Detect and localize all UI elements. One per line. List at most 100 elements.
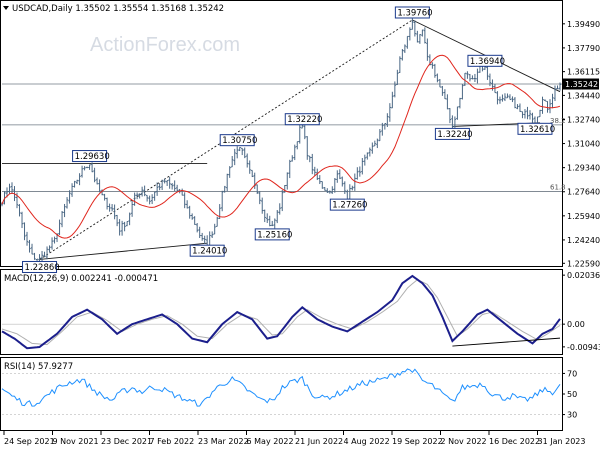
annotation-label: 1.22860 xyxy=(25,263,60,273)
ohlc-bar xyxy=(501,94,504,102)
ohlc-bar xyxy=(391,91,394,109)
ohlc-bar xyxy=(396,69,399,86)
ohlc-bar xyxy=(143,185,146,197)
ohlc-bar xyxy=(258,191,261,205)
ohlc-bar xyxy=(451,115,454,131)
ohlc-bar xyxy=(333,178,336,193)
ohlc-bar xyxy=(401,49,404,61)
last-price-tag: 1.35242 xyxy=(563,78,599,90)
macd-trend-line xyxy=(452,337,561,347)
ohlc-bar xyxy=(45,246,49,260)
ohlc-bar xyxy=(228,166,231,178)
ohlc-bar xyxy=(343,181,347,194)
ohlc-bar xyxy=(58,219,61,236)
ohlc-bar xyxy=(105,197,109,210)
ohlc-bar xyxy=(68,190,71,204)
ohlc-bar xyxy=(463,72,467,86)
ohlc-bar xyxy=(110,204,114,212)
ohlc-bar xyxy=(18,204,21,217)
ohlc-bar xyxy=(263,209,266,223)
ohlc-bar xyxy=(261,197,264,214)
time-tick-label: 31 Jan 2023 xyxy=(538,437,586,446)
price-annotation: 1.30750 xyxy=(219,134,257,147)
price-annotation: 1.24010 xyxy=(189,244,227,257)
ohlc-bar xyxy=(298,123,301,144)
ohlc-bar xyxy=(241,147,244,156)
ohlc-bar xyxy=(65,197,69,209)
ohlc-bar xyxy=(551,93,554,109)
ohlc-bar xyxy=(393,81,397,98)
ohlc-bar xyxy=(318,175,321,185)
ohlc-bar xyxy=(513,97,517,109)
ohlc-bar xyxy=(243,147,246,159)
ohlc-bar xyxy=(498,96,502,104)
ohlc-bar xyxy=(278,203,281,215)
ohlc-bar xyxy=(220,190,224,212)
ohlc-bar xyxy=(413,20,417,37)
rsi-tick-label: 50 xyxy=(567,390,577,399)
ohlc-bar xyxy=(303,123,306,140)
ohlc-bar xyxy=(238,146,241,152)
ohlc-bar xyxy=(486,65,489,80)
ohlc-bar xyxy=(93,167,96,183)
ohlc-bar xyxy=(75,179,79,185)
ohlc-bar xyxy=(553,85,557,102)
price-header: USDCAD,Daily 1.35502 1.35554 1.35168 1.3… xyxy=(12,4,224,14)
ohlc-bar xyxy=(418,34,422,44)
ohlc-bar xyxy=(296,141,299,150)
ohlc-bar xyxy=(353,173,357,191)
annotation-label: 1.27260 xyxy=(332,201,367,211)
ohlc-bar xyxy=(461,84,464,100)
ohlc-bar xyxy=(548,99,552,114)
ohlc-bar xyxy=(341,176,344,187)
ohlc-bar xyxy=(458,97,462,109)
ohlc-bar xyxy=(306,136,309,160)
ohlc-bar xyxy=(403,44,407,53)
ohlc-bar xyxy=(321,180,324,189)
time-tick-label: 21 Jun 2022 xyxy=(295,437,343,446)
last-price-label: 1.35242 xyxy=(565,80,598,89)
annotation-box xyxy=(329,198,365,211)
ohlc-bar xyxy=(421,29,424,37)
ohlc-bar xyxy=(120,220,124,236)
ohlc-bar xyxy=(48,245,51,253)
ohlc-bar xyxy=(476,68,479,84)
ohlc-bar xyxy=(273,218,276,229)
ohlc-bar xyxy=(446,94,449,110)
ohlc-bar xyxy=(148,195,151,205)
ohlc-bar xyxy=(183,192,186,209)
ohlc-bar xyxy=(363,154,367,166)
price-panel xyxy=(0,0,563,267)
price-tick-label: 1.27640 xyxy=(567,188,600,197)
macd-axis: 0.02036 0.00 -0.009438 xyxy=(562,271,600,352)
ohlc-bar xyxy=(473,73,477,83)
watermark: ActionForex.com xyxy=(90,34,240,56)
ohlc-bar xyxy=(556,85,559,90)
ohlc-bar xyxy=(293,144,296,161)
ohlc-bar xyxy=(165,180,169,186)
macd-tick-label: 0.00 xyxy=(567,320,585,329)
trend-line xyxy=(39,242,208,260)
ohlc-bar xyxy=(193,216,196,225)
ohlc-bar xyxy=(83,166,86,171)
annotation-box xyxy=(517,122,553,135)
ohlc-bar xyxy=(408,27,412,41)
ohlc-bar xyxy=(471,75,474,80)
ohlc-bar xyxy=(373,140,377,147)
price-annotation: 1.22860 xyxy=(22,260,60,273)
annotation-box xyxy=(72,150,108,163)
ohlc-bar xyxy=(383,123,387,130)
collapse-triangle-icon[interactable] xyxy=(3,6,9,10)
ohlc-bar xyxy=(125,221,129,227)
ohlc-bar xyxy=(541,96,544,114)
ohlc-bar xyxy=(145,194,149,202)
ohlc-bar xyxy=(423,27,427,44)
ohlc-bar xyxy=(351,185,354,191)
price-annotation: 1.39760 xyxy=(394,6,433,19)
annotation-box xyxy=(467,54,503,67)
macd-signal-line xyxy=(1,279,561,346)
price-axis: 1.39490 1.37790 1.36115 1.34440 1.32740 1.310… xyxy=(562,20,600,268)
ohlc-bar xyxy=(30,243,34,255)
price-tick-label: 1.34440 xyxy=(567,91,600,100)
rsi-tick-label: 30 xyxy=(567,411,577,420)
